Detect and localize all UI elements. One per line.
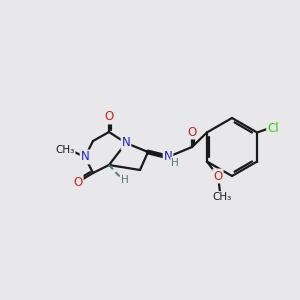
Text: CH₃: CH₃ (56, 145, 75, 155)
Text: O: O (188, 125, 196, 139)
Text: O: O (74, 176, 82, 188)
Text: N: N (164, 151, 172, 164)
Text: O: O (104, 110, 114, 124)
Text: H: H (121, 175, 129, 185)
Text: N: N (81, 151, 89, 164)
Text: Cl: Cl (267, 122, 279, 134)
Text: N: N (122, 136, 130, 149)
Text: O: O (213, 169, 223, 182)
Text: H: H (171, 158, 179, 168)
Text: CH₃: CH₃ (212, 192, 232, 202)
